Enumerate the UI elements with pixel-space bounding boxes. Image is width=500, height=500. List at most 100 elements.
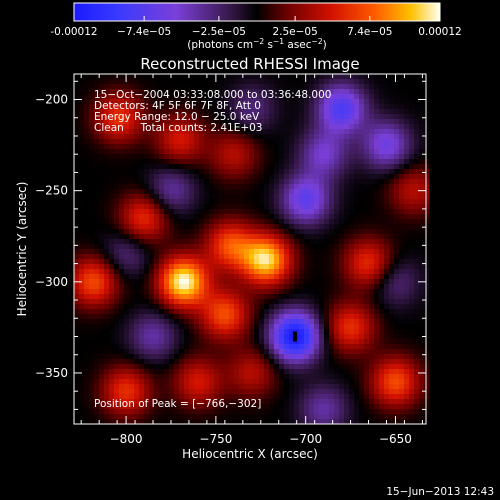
heatmap-cell [249, 154, 255, 160]
heatmap-cell [369, 399, 375, 405]
heatmap-cell [124, 324, 130, 330]
heatmap-cell [174, 349, 180, 355]
heatmap-cell [344, 404, 350, 410]
heatmap-cell [239, 179, 245, 185]
heatmap-cell [369, 84, 375, 90]
heatmap-cell [234, 414, 240, 420]
heatmap-cell [219, 129, 225, 135]
heatmap-cell [244, 154, 250, 160]
heatmap-cell [314, 409, 320, 415]
heatmap-cell [384, 279, 390, 285]
heatmap-cell [99, 174, 105, 180]
heatmap-cell [354, 339, 360, 345]
heatmap-cell [179, 389, 185, 395]
heatmap-cell [329, 369, 335, 375]
colorbar-tick-label: −2.5e−05 [192, 26, 246, 38]
heatmap-cell [189, 389, 195, 395]
heatmap-cell [244, 374, 250, 380]
heatmap-cell [309, 114, 315, 120]
heatmap-cell [114, 174, 120, 180]
heatmap-cell [289, 139, 295, 145]
colorbar-tick-label: 7.4e−05 [347, 26, 392, 38]
heatmap-cell [304, 349, 310, 355]
heatmap-cell [414, 249, 420, 255]
heatmap-cell [374, 79, 380, 85]
heatmap-cell [104, 269, 110, 275]
heatmap-cell [294, 284, 300, 290]
heatmap-cell [364, 409, 370, 415]
heatmap-cell [364, 354, 370, 360]
heatmap-cell [99, 274, 105, 280]
heatmap-cell [384, 179, 390, 185]
heatmap-cell [114, 104, 120, 110]
heatmap-cell [424, 154, 430, 160]
heatmap-cell [244, 189, 250, 195]
heatmap-cell [334, 419, 340, 425]
heatmap-cell [324, 154, 330, 160]
heatmap-cell [204, 99, 210, 105]
heatmap-cell [94, 214, 100, 220]
heatmap-cell [424, 194, 430, 200]
heatmap-cell [239, 224, 245, 230]
heatmap-cell [349, 349, 355, 355]
heatmap-cell [404, 299, 410, 305]
heatmap-cell [139, 409, 145, 415]
heatmap-cell [174, 144, 180, 150]
heatmap-cell [214, 219, 220, 225]
heatmap-cell [374, 389, 380, 395]
heatmap-cell [74, 314, 80, 320]
heatmap-cell [319, 204, 325, 210]
heatmap-cell [74, 164, 80, 170]
heatmap-cell [74, 294, 80, 300]
heatmap-cell [249, 209, 255, 215]
heatmap-cell [279, 369, 285, 375]
heatmap-cell [369, 189, 375, 195]
heatmap-cell [269, 109, 275, 115]
heatmap-cell [264, 329, 270, 335]
heatmap-cell [319, 224, 325, 230]
heatmap-cell [309, 99, 315, 105]
heatmap-cell [234, 79, 240, 85]
heatmap-cell [124, 199, 130, 205]
heatmap-cell [134, 259, 140, 265]
heatmap-cell [94, 279, 100, 285]
heatmap-cell [269, 359, 275, 365]
heatmap-cell [359, 134, 365, 140]
heatmap-cell [199, 209, 205, 215]
heatmap-cell [374, 319, 380, 325]
heatmap-cell [339, 84, 345, 90]
heatmap-cell [339, 409, 345, 415]
heatmap-cell [89, 399, 95, 405]
heatmap-cell [279, 229, 285, 235]
heatmap-cell [389, 219, 395, 225]
heatmap-cell [139, 399, 145, 405]
heatmap-cell [129, 324, 135, 330]
heatmap-cell [159, 84, 165, 90]
heatmap-cell [129, 164, 135, 170]
heatmap-cell [219, 314, 225, 320]
heatmap-cell [209, 264, 215, 270]
heatmap-cell [139, 279, 145, 285]
heatmap-cell [229, 229, 235, 235]
heatmap-cell [259, 349, 265, 355]
heatmap-cell [414, 164, 420, 170]
heatmap-cell [394, 339, 400, 345]
heatmap-cell [324, 159, 330, 165]
heatmap-cell [164, 239, 170, 245]
heatmap-cell [129, 99, 135, 105]
heatmap-cell [139, 174, 145, 180]
heatmap-cell [409, 104, 415, 110]
heatmap-cell [104, 369, 110, 375]
heatmap-cell [214, 139, 220, 145]
heatmap-cell [359, 194, 365, 200]
heatmap-cell [269, 309, 275, 315]
heatmap-cell [224, 219, 230, 225]
heatmap-cell [99, 169, 105, 175]
heatmap-cell [99, 259, 105, 265]
heatmap-cell [114, 334, 120, 340]
heatmap-cell [289, 314, 295, 320]
heatmap-cell [349, 229, 355, 235]
heatmap-cell [399, 254, 405, 260]
heatmap-cell [289, 84, 295, 90]
heatmap-cell [384, 264, 390, 270]
